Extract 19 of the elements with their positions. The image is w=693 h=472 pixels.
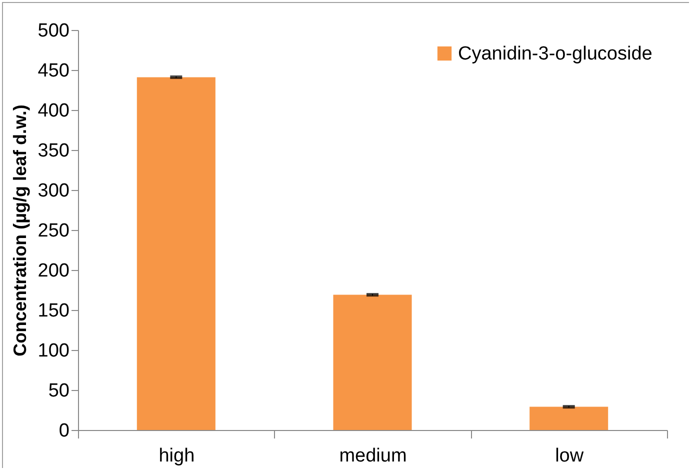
y-tick-label: 100	[38, 340, 70, 362]
y-tick-label: 150	[38, 300, 70, 322]
y-tick-label: 200	[38, 260, 70, 282]
x-tick-label: low	[555, 446, 584, 466]
x-tick-label: medium	[339, 446, 407, 466]
bar	[333, 294, 412, 430]
y-tick-label: 50	[48, 380, 70, 402]
y-tick-label: 400	[38, 100, 70, 122]
y-tick-label: 450	[38, 60, 70, 82]
x-tick-label: high	[158, 446, 195, 466]
bar	[136, 77, 216, 430]
bar	[530, 406, 608, 430]
y-tick-label: 0	[58, 420, 70, 442]
y-tick-label: 250	[38, 220, 70, 242]
y-axis-title: Concentration (µg/g leaf d.w.)	[10, 104, 30, 356]
y-tick-label: 500	[38, 20, 70, 42]
y-tick-label: 300	[38, 180, 70, 202]
y-tick-label: 350	[38, 140, 70, 162]
legend-label: Cyanidin-3-o-glucoside	[458, 44, 652, 64]
